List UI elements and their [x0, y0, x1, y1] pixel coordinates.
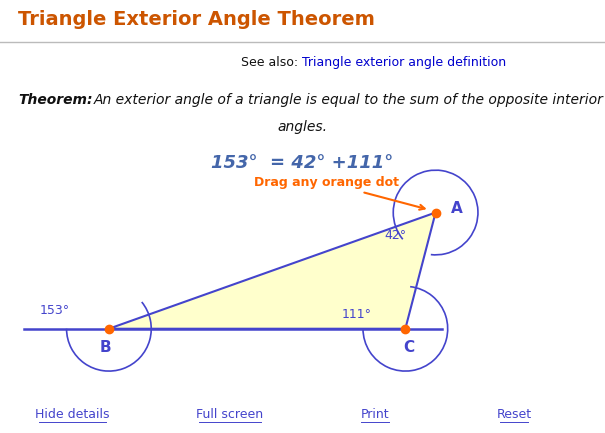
Text: angles.: angles. — [278, 120, 327, 135]
Text: Reset: Reset — [497, 408, 532, 421]
Text: Hide details: Hide details — [35, 408, 110, 421]
Text: 153°  = 42° +111°: 153° = 42° +111° — [211, 155, 394, 172]
Point — [497, 420, 504, 425]
Text: See also:: See also: — [241, 56, 302, 69]
Point — [257, 420, 264, 425]
Text: Print: Print — [361, 408, 390, 421]
Polygon shape — [109, 213, 436, 329]
Text: Drag any orange dot: Drag any orange dot — [254, 176, 425, 210]
Text: C: C — [403, 340, 414, 355]
Point — [35, 420, 42, 425]
Point — [195, 420, 203, 425]
Text: Triangle Exterior Angle Theorem: Triangle Exterior Angle Theorem — [18, 10, 375, 29]
Text: 111°: 111° — [342, 307, 372, 321]
Point — [385, 420, 393, 425]
Point — [103, 420, 110, 425]
Text: Triangle exterior angle definition: Triangle exterior angle definition — [302, 56, 506, 69]
Text: Full screen: Full screen — [197, 408, 263, 421]
Point — [525, 420, 532, 425]
Text: Theorem:: Theorem: — [18, 93, 93, 107]
Text: 153°: 153° — [39, 304, 70, 317]
Text: B: B — [100, 340, 112, 355]
Text: An exterior angle of a triangle is equal to the sum of the opposite interior: An exterior angle of a triangle is equal… — [94, 93, 604, 107]
Point — [358, 420, 365, 425]
Text: A: A — [451, 201, 462, 216]
Text: 42°: 42° — [384, 229, 407, 242]
